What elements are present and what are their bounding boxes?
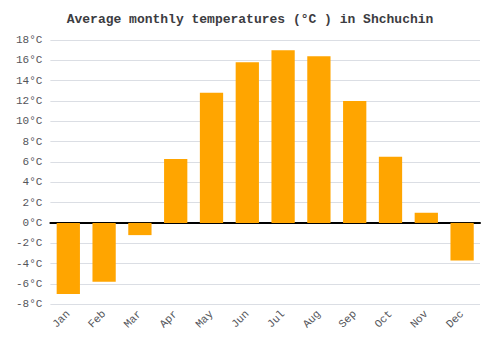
svg-text:6°C: 6°C	[23, 156, 43, 168]
svg-text:-4°C: -4°C	[16, 258, 43, 270]
svg-text:May: May	[193, 308, 216, 331]
svg-text:Jun: Jun	[229, 308, 251, 330]
svg-text:8°C: 8°C	[23, 136, 43, 148]
svg-text:Feb: Feb	[86, 308, 108, 330]
svg-text:-2°C: -2°C	[16, 237, 43, 249]
svg-text:16°C: 16°C	[16, 54, 43, 66]
svg-text:-8°C: -8°C	[16, 298, 43, 310]
svg-text:4°C: 4°C	[23, 176, 43, 188]
svg-text:Aug: Aug	[301, 308, 323, 330]
svg-text:Nov: Nov	[408, 308, 431, 331]
svg-text:10°C: 10°C	[16, 115, 43, 127]
svg-text:Average monthly temperatures (: Average monthly temperatures (°C ) in Sh…	[67, 12, 434, 27]
svg-text:12°C: 12°C	[16, 95, 43, 107]
svg-text:Dec: Dec	[444, 308, 466, 330]
svg-text:Apr: Apr	[157, 308, 179, 330]
svg-text:Jul: Jul	[265, 308, 287, 330]
svg-text:Sep: Sep	[336, 308, 358, 330]
svg-text:0°C: 0°C	[23, 217, 43, 229]
svg-text:Oct: Oct	[372, 308, 394, 330]
svg-text:18°C: 18°C	[16, 34, 43, 46]
svg-text:Jan: Jan	[50, 308, 72, 330]
svg-text:Mar: Mar	[122, 308, 144, 330]
svg-text:2°C: 2°C	[23, 197, 43, 209]
svg-text:-6°C: -6°C	[16, 278, 43, 290]
svg-text:14°C: 14°C	[16, 75, 43, 87]
